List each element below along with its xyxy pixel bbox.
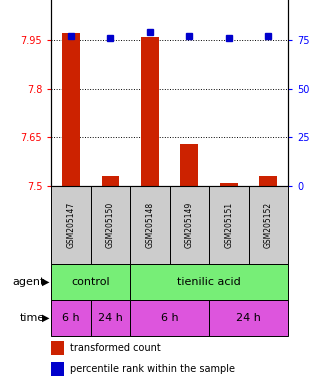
FancyBboxPatch shape [249, 186, 288, 264]
FancyBboxPatch shape [130, 300, 209, 336]
Bar [180, 144, 198, 186]
Bar [141, 36, 159, 186]
Text: GSM205151: GSM205151 [224, 202, 233, 248]
Bar [51, 362, 64, 376]
FancyBboxPatch shape [51, 186, 91, 264]
FancyBboxPatch shape [209, 186, 249, 264]
Text: GSM205150: GSM205150 [106, 202, 115, 248]
Text: GSM205149: GSM205149 [185, 202, 194, 248]
Text: 6 h: 6 h [161, 313, 178, 323]
Bar [51, 341, 64, 355]
FancyBboxPatch shape [51, 300, 91, 336]
FancyBboxPatch shape [51, 264, 130, 300]
Bar [260, 176, 277, 186]
Text: 24 h: 24 h [98, 313, 123, 323]
Bar [102, 176, 119, 186]
Text: percentile rank within the sample: percentile rank within the sample [70, 364, 235, 374]
Text: control: control [71, 277, 110, 287]
FancyBboxPatch shape [91, 300, 130, 336]
Text: transformed count: transformed count [70, 343, 161, 353]
FancyBboxPatch shape [209, 300, 288, 336]
Text: ▶: ▶ [42, 277, 50, 287]
Text: GSM205148: GSM205148 [145, 202, 155, 248]
Text: time: time [20, 313, 45, 323]
Bar [62, 33, 80, 186]
Text: tienilic acid: tienilic acid [177, 277, 241, 287]
Text: agent: agent [12, 277, 45, 287]
FancyBboxPatch shape [130, 186, 169, 264]
Text: 24 h: 24 h [236, 313, 261, 323]
Text: 6 h: 6 h [62, 313, 80, 323]
FancyBboxPatch shape [130, 264, 288, 300]
Text: ▶: ▶ [42, 313, 50, 323]
FancyBboxPatch shape [169, 186, 209, 264]
FancyBboxPatch shape [91, 186, 130, 264]
Text: GSM205147: GSM205147 [67, 202, 75, 248]
Text: GSM205152: GSM205152 [264, 202, 273, 248]
Bar [220, 183, 238, 186]
